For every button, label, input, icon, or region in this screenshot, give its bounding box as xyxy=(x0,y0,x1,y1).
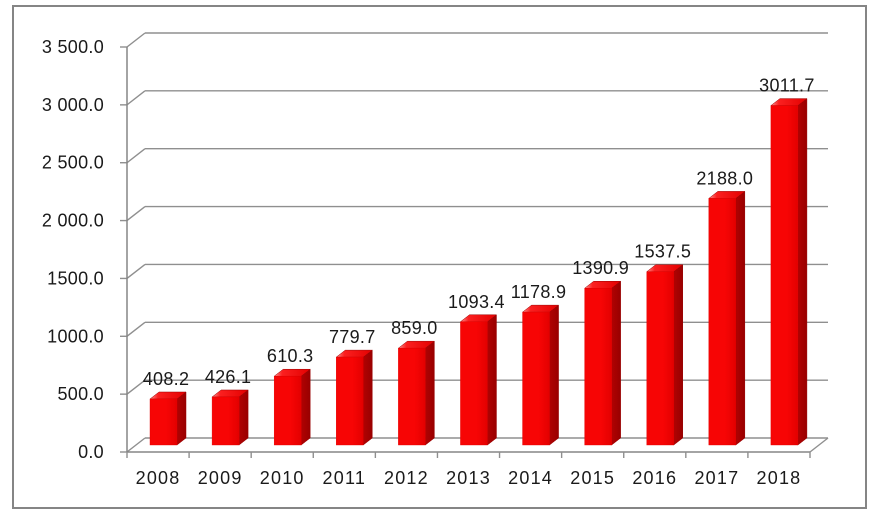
bar-side-face xyxy=(425,340,435,446)
x-tick-label: 2011 xyxy=(323,468,367,488)
y-tick-label: 3 000.0 xyxy=(42,95,104,115)
bar-side-face xyxy=(735,190,746,446)
data-label: 1390.9 xyxy=(572,258,629,278)
y-tick-label: 2 500.0 xyxy=(42,153,104,173)
data-label: 1178.9 xyxy=(511,282,567,302)
y-tick-label: 1000.0 xyxy=(47,326,104,346)
bar-side-face xyxy=(238,389,249,446)
bar-side-face xyxy=(611,280,621,446)
chart-line xyxy=(126,90,146,106)
bar-front-face xyxy=(708,198,737,446)
data-label: 1537.5 xyxy=(634,242,691,262)
y-tick-label: 1500.0 xyxy=(47,268,104,288)
bar-front-face xyxy=(646,271,674,446)
chart-line xyxy=(126,437,146,453)
bar-2009 xyxy=(211,389,249,446)
x-axis-labels: 2008 2009 2010 2011 2012 2013 2014 2015 2016 2017… xyxy=(136,468,802,488)
chart-line xyxy=(126,379,146,395)
data-label: 408.2 xyxy=(143,369,190,389)
x-tick-label: 2017 xyxy=(694,468,739,488)
x-tick-label: 2016 xyxy=(632,468,677,488)
x-tick-label: 2018 xyxy=(757,468,802,488)
x-tick-label: 2013 xyxy=(446,468,491,488)
x-tick-label: 2014 xyxy=(508,468,553,488)
bar-2008 xyxy=(149,391,187,446)
chart-border xyxy=(12,5,867,509)
y-tick-label: 0.0 xyxy=(78,442,104,462)
x-tick-label: 2012 xyxy=(384,468,429,488)
x-tick-label: 2009 xyxy=(198,468,243,488)
bar-side-face xyxy=(549,304,559,446)
bar-2015 xyxy=(583,280,622,446)
chart-line xyxy=(809,437,829,453)
bar-front-face xyxy=(584,288,612,446)
y-axis-labels: 0.0 500.0 1000.0 1500.0 2 000.0 2 500.0 3 000.… xyxy=(42,37,104,462)
bar-front-face xyxy=(211,396,240,446)
bar-front-face xyxy=(149,398,178,446)
chart-line xyxy=(126,263,146,279)
bar-front-face xyxy=(522,311,550,446)
chart-line xyxy=(126,32,146,48)
chart-line xyxy=(126,148,146,164)
bar-side-face xyxy=(797,98,808,446)
x-tick-label: 2015 xyxy=(570,468,615,488)
bar-front-face xyxy=(770,105,799,446)
bar-front-face xyxy=(398,347,426,446)
data-label: 610.3 xyxy=(267,346,314,366)
y-tick-label: 500.0 xyxy=(57,384,104,404)
bar-side-face xyxy=(487,314,497,446)
data-label: 2188.0 xyxy=(696,168,753,188)
bar-2010 xyxy=(273,368,311,446)
bar-2013 xyxy=(459,314,498,446)
bar-2018 xyxy=(770,98,808,446)
bar-side-face xyxy=(363,349,373,446)
data-label: 426.1 xyxy=(205,367,252,387)
x-tick-label: 2010 xyxy=(260,468,305,488)
bar-side-face xyxy=(300,368,311,446)
bar-2011 xyxy=(335,349,374,446)
bar-2014 xyxy=(521,304,560,446)
bar-2012 xyxy=(397,340,436,446)
data-label: 859.0 xyxy=(391,318,438,338)
bar-2016 xyxy=(645,264,684,446)
data-label: 3011.7 xyxy=(759,76,815,96)
data-label: 779.7 xyxy=(329,327,376,347)
y-tick-label: 3 500.0 xyxy=(42,37,104,57)
bar-2017 xyxy=(708,190,746,446)
axes xyxy=(120,46,811,458)
chart-line xyxy=(126,206,146,222)
bar-front-face xyxy=(273,376,302,446)
chart-line xyxy=(126,321,146,337)
y-tick-label: 2 000.0 xyxy=(42,211,104,231)
bar-side-face xyxy=(176,391,187,446)
data-label: 1093.4 xyxy=(448,292,505,312)
data-labels: 408.2 426.1 610.3 779.7 859.0 1093.4 1178.9139… xyxy=(143,76,815,389)
bar-front-face xyxy=(460,321,488,446)
bar-front-face xyxy=(336,356,364,446)
bar-side-face xyxy=(673,264,683,446)
bar-series xyxy=(149,98,808,446)
x-tick-label: 2008 xyxy=(136,468,181,488)
